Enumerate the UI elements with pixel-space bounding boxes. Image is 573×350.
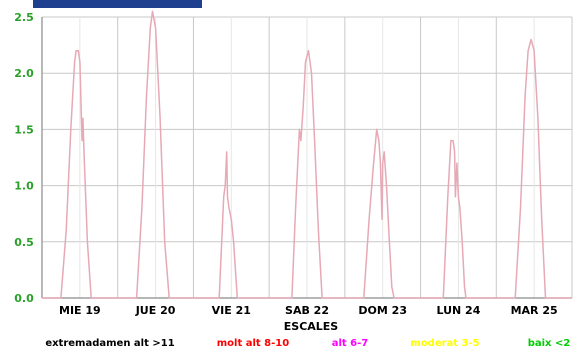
series-layer	[42, 10, 572, 299]
header-bar	[33, 0, 202, 8]
x-axis-ticks: MIE 19 JUE 20 VIE 21 SAB 22 DOM 23 LUN 24 MAR …	[59, 304, 558, 317]
uv-index-series-line	[42, 10, 572, 299]
x-tick-label: SAB 22	[285, 304, 329, 317]
legend: extremadamen alt >11 molt alt 8-10 alt 6-7…	[45, 338, 570, 349]
legend-item: moderat 3-5	[410, 338, 479, 349]
x-tick-label: VIE 21	[212, 304, 251, 317]
y-tick-label: 1.5	[14, 123, 34, 136]
x-tick-label: JUE 20	[135, 304, 176, 317]
y-tick-label: 2.0	[14, 67, 34, 80]
y-tick-label: 0.5	[14, 236, 34, 249]
y-tick-label: 1.0	[14, 180, 34, 193]
x-tick-label: DOM 23	[358, 304, 407, 317]
x-axis-label: ESCALES	[284, 320, 339, 333]
legend-item: molt alt 8-10	[217, 338, 289, 349]
legend-item: extremadamen alt >11	[45, 338, 174, 349]
y-tick-label: 0.0	[14, 292, 34, 305]
x-tick-label: LUN 24	[436, 304, 480, 317]
y-tick-label: 2.5	[14, 11, 34, 24]
legend-item: alt 6-7	[332, 338, 369, 349]
x-tick-label: MIE 19	[59, 304, 101, 317]
gridlines	[41, 16, 573, 299]
x-tick-label: MAR 25	[511, 304, 558, 317]
y-axis-ticks: 0.0 0.5 1.0 1.5 2.0 2.5	[14, 11, 34, 305]
legend-item: baix <2	[528, 338, 571, 349]
